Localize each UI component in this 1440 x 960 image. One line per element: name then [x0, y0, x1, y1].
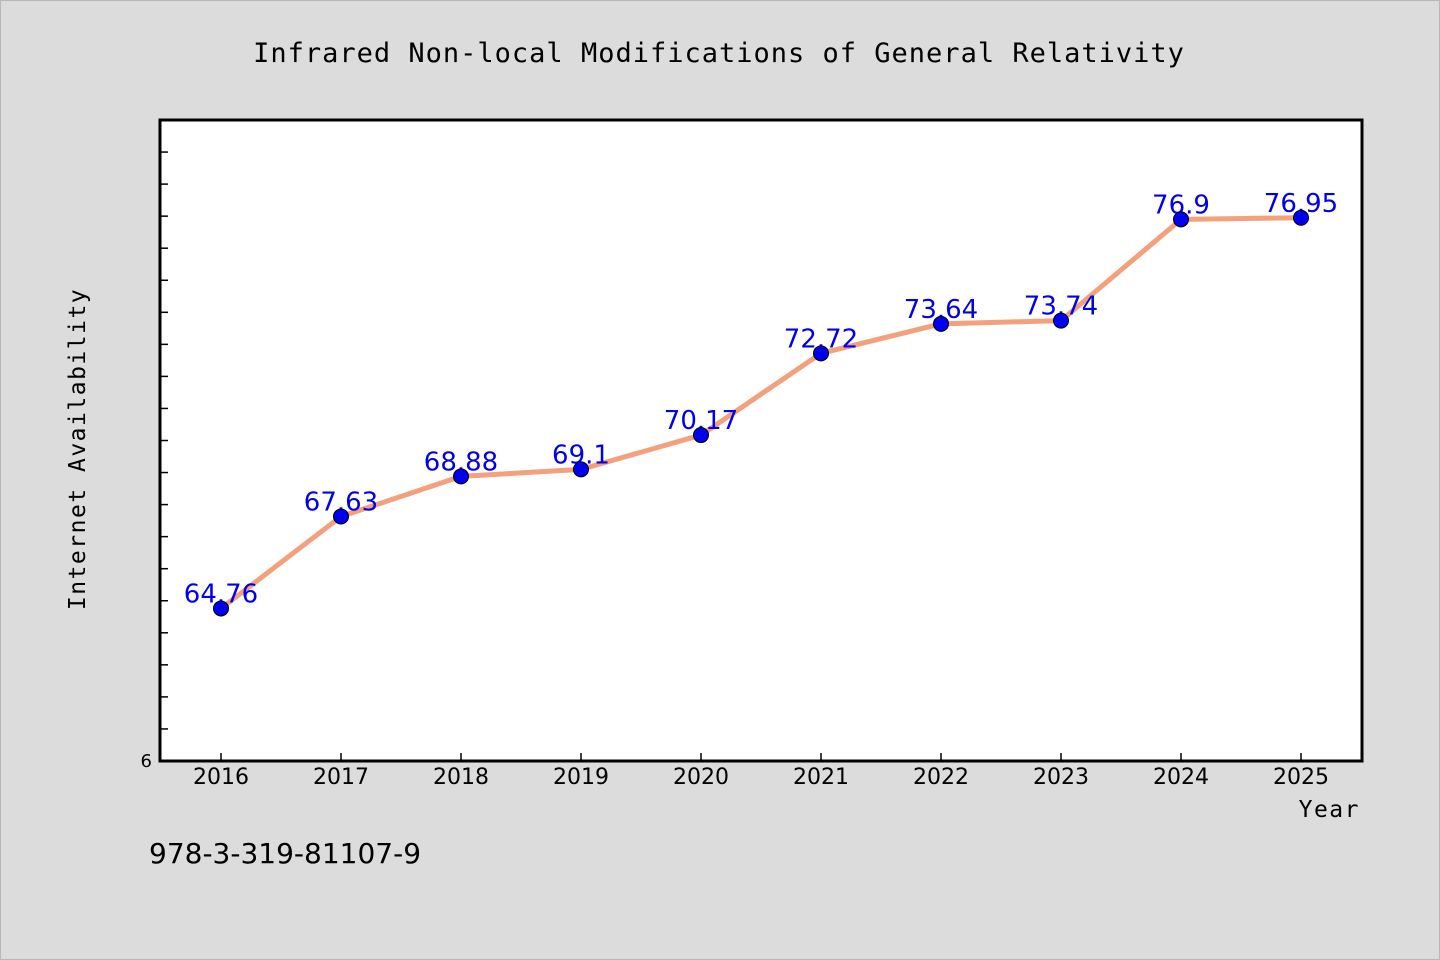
- x-tick-label: 2023: [1033, 765, 1089, 790]
- x-tick-label: 2024: [1153, 765, 1209, 790]
- data-point: [1173, 211, 1189, 228]
- x-tick-label: 2018: [433, 765, 489, 790]
- data-point: [933, 315, 949, 332]
- y-axis-ticks: [160, 151, 168, 730]
- x-axis-ticks: [220, 753, 1302, 761]
- series-line: [218, 215, 1304, 611]
- x-tick-label: 2022: [913, 765, 969, 790]
- data-point: [573, 461, 589, 478]
- plot-area: [158, 118, 1364, 763]
- x-tick-label: 2025: [1273, 765, 1329, 790]
- data-point: [453, 468, 469, 485]
- data-point: [693, 427, 709, 444]
- data-point: [1053, 312, 1069, 329]
- x-tick-label: 2020: [673, 765, 729, 790]
- isbn-code: 978-3-319-81107-9: [149, 837, 421, 870]
- x-tick-label: 2019: [553, 765, 609, 790]
- x-axis-tick-labels: 2016 2017 2018 2019 2020 2021 2022 2023 2024 2025: [193, 765, 1329, 790]
- data-markers: [213, 209, 1309, 617]
- y-axis-label: Internet Availability: [65, 288, 91, 610]
- x-axis-label: Year: [1299, 797, 1360, 823]
- data-point: [1293, 209, 1309, 226]
- y-tick-label: 6: [141, 751, 152, 772]
- data-point: [813, 345, 829, 362]
- x-tick-label: 2016: [193, 765, 249, 790]
- data-point: [213, 600, 229, 617]
- chart-title: Infrared Non-local Modifications of Gene…: [253, 38, 1185, 69]
- data-point: [333, 508, 349, 525]
- x-tick-label: 2017: [313, 765, 369, 790]
- x-tick-label: 2021: [793, 765, 849, 790]
